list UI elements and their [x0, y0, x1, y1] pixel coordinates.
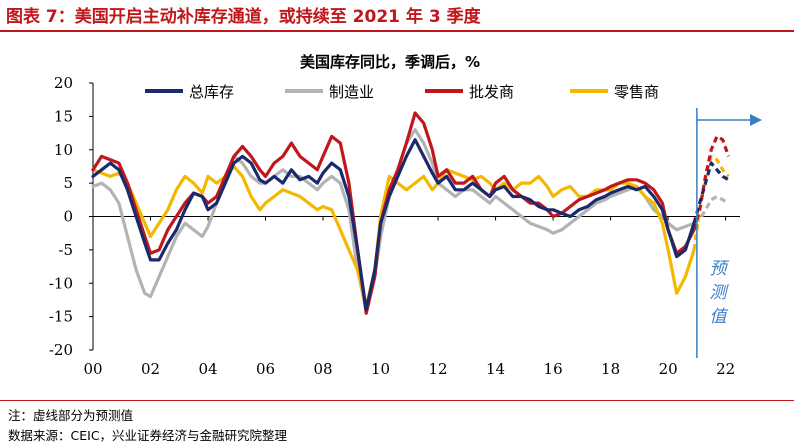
- chart-title: 美国库存同比，季调后，%: [300, 53, 480, 71]
- x-axis: 00 02 04 06 08 10 12 14 16 18 20 22: [83, 216, 740, 378]
- forecast-line-2: [692, 134, 731, 231]
- forecast-line-0: [692, 161, 730, 224]
- x-tick-label: 06: [256, 360, 275, 378]
- x-tick-label: 04: [198, 360, 217, 378]
- series-line-1: [91, 128, 696, 312]
- forecast-marker: 预测值: [696, 108, 762, 358]
- series-line-0: [91, 138, 696, 312]
- x-tick-label: 18: [601, 360, 620, 378]
- x-tick-label: 22: [716, 360, 735, 378]
- footer-rule: [0, 400, 794, 401]
- legend-label: 批发商: [469, 83, 514, 101]
- x-tick-label: 20: [659, 360, 678, 378]
- y-tick-label: 10: [54, 141, 73, 159]
- y-tick-label: -5: [58, 241, 73, 259]
- forecast-annotation-char: 值: [710, 307, 729, 327]
- y-tick-label: 5: [63, 174, 73, 192]
- y-tick-label: -20: [49, 341, 73, 359]
- y-tick-label: 15: [54, 107, 73, 125]
- legend-label: 制造业: [329, 83, 374, 101]
- legend: 总库存 制造业 批发商 零售商: [145, 83, 659, 101]
- y-tick-label: 0: [63, 208, 73, 226]
- y-tick-label: 20: [54, 74, 73, 92]
- legend-label: 总库存: [189, 83, 234, 101]
- x-tick-label: 14: [486, 360, 505, 378]
- x-tick-label: 00: [83, 360, 102, 378]
- figure-title: 图表 7：美国开启主动补库存通道，或持续至 2021 年 3 季度: [6, 7, 481, 27]
- source-note: 数据来源：CEIC，兴业证券经济与金融研究院整理: [8, 428, 288, 443]
- y-tick-label: -10: [49, 274, 73, 292]
- y-axis: 20 15 10 5 0 -5 -10 -15 -20: [49, 74, 94, 359]
- forecast-line-1: [693, 194, 730, 225]
- x-tick-label: 10: [371, 360, 390, 378]
- forecast-arrow-head: [750, 114, 762, 126]
- forecast-annotation-char: 测: [710, 283, 730, 303]
- x-tick-label: 02: [141, 360, 160, 378]
- title-rule: [0, 30, 794, 32]
- series-layer: [91, 111, 731, 315]
- x-tick-label: 16: [544, 360, 563, 378]
- x-tick-label: 08: [313, 360, 332, 378]
- x-tick-label: 12: [429, 360, 448, 378]
- footnote: 注：虚线部分为预测值: [8, 408, 134, 423]
- y-tick-label: -15: [49, 308, 73, 326]
- forecast-annotation-char: 预: [710, 259, 730, 279]
- legend-label: 零售商: [614, 83, 659, 101]
